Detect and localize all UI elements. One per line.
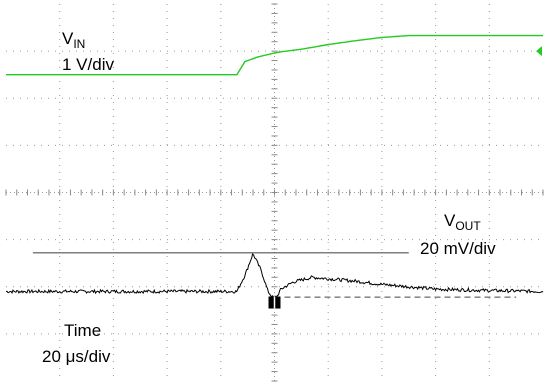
graticule: [5, 3, 544, 382]
vout-label: VOUT: [444, 211, 481, 233]
vout-scale: 20 mV/div: [420, 239, 496, 258]
time-label: Time: [64, 321, 102, 340]
vin-trace: [6, 34, 543, 76]
markers: [268, 46, 542, 309]
channel-ref-marker: [536, 46, 542, 57]
vin-scale: 1 V/div: [62, 55, 114, 74]
time-scale: 20 μs/div: [42, 347, 111, 366]
reference-lines: [32, 252, 517, 298]
vin-label: VIN: [62, 29, 86, 51]
